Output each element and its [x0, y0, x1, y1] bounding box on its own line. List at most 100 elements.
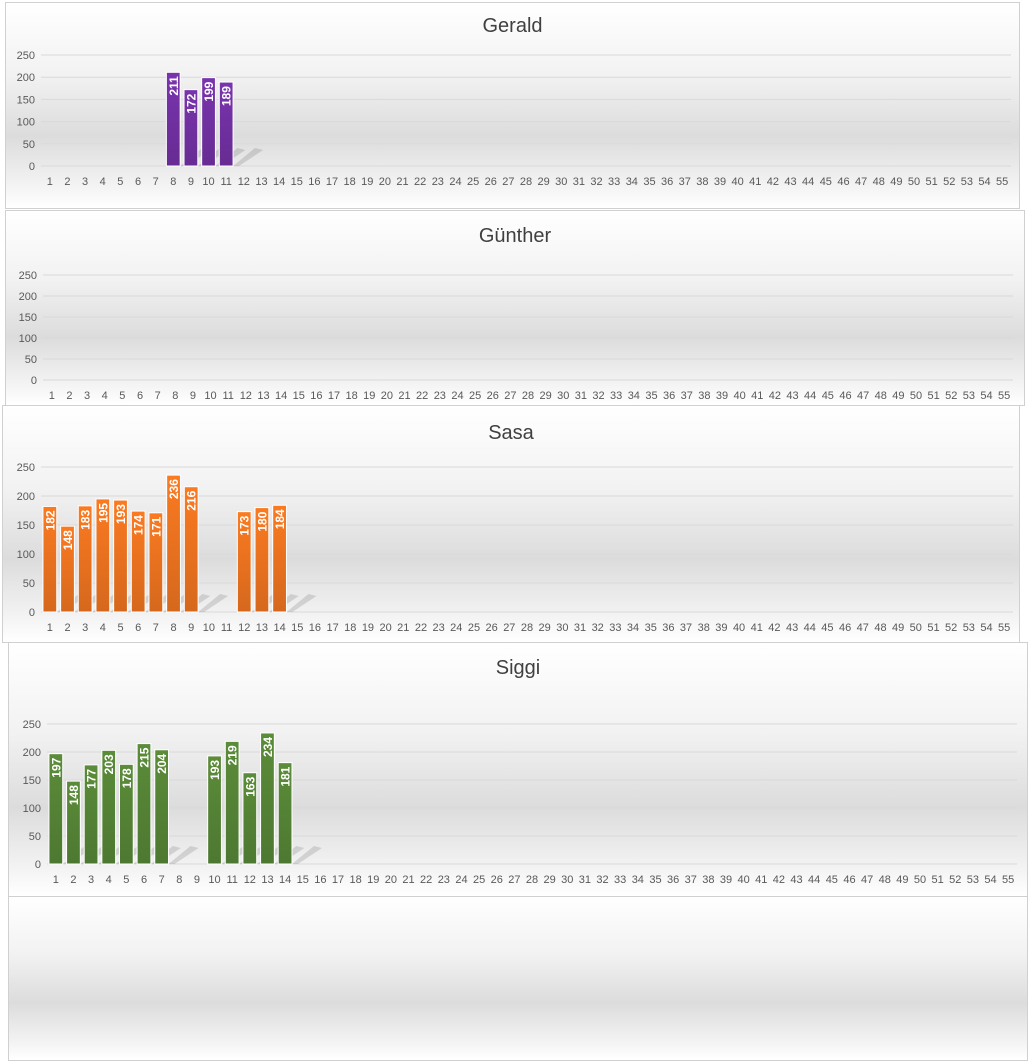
x-tick-label: 19 [361, 176, 373, 188]
data-label: 180 [255, 511, 269, 531]
data-label: 163 [243, 776, 257, 796]
x-tick-label: 7 [155, 390, 161, 402]
x-tick-label: 5 [117, 622, 123, 634]
chart-panel-siggi: Siggi 0 50 100 150 200 250 1 197 2 148 3 177 4 203 5 178… [8, 642, 1028, 897]
bar [201, 77, 216, 167]
bar-shadow [291, 846, 322, 864]
x-tick-label: 11 [222, 390, 233, 402]
x-tick-label: 6 [135, 622, 141, 634]
x-tick-label: 36 [661, 176, 673, 188]
x-tick-label: 55 [996, 176, 1008, 188]
x-tick-label: 14 [279, 874, 291, 886]
data-label: 172 [184, 93, 198, 113]
x-tick-label: 9 [194, 874, 200, 886]
x-tick-label: 52 [945, 390, 957, 402]
x-tick-label: 33 [610, 390, 622, 402]
x-tick-label: 15 [297, 874, 309, 886]
y-tick-label: 200 [19, 291, 37, 303]
y-tick-label: 250 [17, 50, 35, 62]
data-label: 216 [185, 490, 199, 510]
x-tick-label: 42 [767, 176, 779, 188]
x-tick-label: 23 [433, 622, 445, 634]
data-label: 174 [132, 515, 146, 535]
bar [242, 772, 258, 865]
x-tick-label: 38 [698, 390, 710, 402]
data-label: 195 [96, 503, 110, 523]
x-tick-label: 21 [396, 176, 408, 188]
x-tick-label: 53 [961, 176, 973, 188]
x-tick-label: 41 [751, 390, 763, 402]
x-tick-label: 22 [420, 874, 432, 886]
x-tick-label: 49 [896, 874, 908, 886]
x-tick-label: 12 [240, 390, 252, 402]
x-tick-label: 46 [837, 176, 849, 188]
bar [148, 512, 164, 613]
x-tick-label: 19 [367, 874, 379, 886]
data-label: 184 [273, 509, 287, 529]
x-tick-label: 9 [190, 390, 196, 402]
x-tick-label: 52 [949, 874, 961, 886]
x-tick-label: 13 [255, 176, 267, 188]
x-tick-label: 32 [592, 390, 604, 402]
x-tick-label: 54 [984, 874, 996, 886]
data-label: 215 [138, 747, 152, 767]
x-tick-label: 53 [963, 390, 975, 402]
x-tick-label: 13 [257, 390, 269, 402]
x-tick-label: 51 [932, 874, 944, 886]
x-tick-label: 4 [100, 176, 106, 188]
x-tick-label: 11 [221, 622, 232, 634]
x-tick-label: 31 [575, 390, 587, 402]
chart-title: Gerald [482, 15, 543, 37]
data-label: 181 [279, 766, 293, 786]
x-tick-label: 15 [291, 176, 303, 188]
x-tick-label: 5 [119, 390, 125, 402]
x-tick-label: 37 [681, 390, 693, 402]
chart-panel-sasa: Sasa 0 50 100 150 200 250 1 182 2 148 3 183 4 195 5 193 6… [2, 405, 1020, 643]
bar [83, 764, 99, 865]
x-tick-label: 18 [344, 176, 356, 188]
data-label: 199 [202, 81, 216, 101]
x-tick-label: 17 [332, 874, 344, 886]
y-tick-label: 250 [17, 462, 35, 474]
x-tick-label: 40 [732, 176, 744, 188]
x-tick-label: 33 [608, 176, 620, 188]
x-tick-label: 10 [203, 622, 215, 634]
x-tick-label: 20 [385, 874, 397, 886]
y-tick-label: 50 [25, 354, 37, 366]
x-tick-label: 10 [202, 176, 214, 188]
x-tick-label: 10 [204, 390, 216, 402]
x-tick-label: 48 [879, 874, 891, 886]
x-tick-label: 27 [503, 622, 515, 634]
x-tick-label: 14 [273, 622, 285, 634]
x-tick-label: 32 [592, 622, 604, 634]
x-tick-label: 45 [820, 176, 832, 188]
x-tick-label: 7 [159, 874, 165, 886]
bar [183, 486, 199, 613]
x-tick-label: 51 [926, 176, 938, 188]
data-label: 171 [149, 517, 163, 537]
x-tick-label: 43 [790, 874, 802, 886]
bar [218, 81, 234, 167]
x-tick-label: 16 [308, 176, 320, 188]
chart-panel-gerald: Gerald 0 50 100 150 200 250 1 2 3 4 5 6 7 8 211 9 172 10 19… [5, 2, 1020, 209]
x-tick-label: 24 [450, 622, 462, 634]
x-tick-label: 43 [786, 390, 798, 402]
x-tick-label: 9 [188, 176, 194, 188]
x-tick-label: 38 [698, 622, 710, 634]
x-tick-label: 29 [539, 622, 551, 634]
x-tick-label: 3 [88, 874, 94, 886]
x-tick-label: 52 [943, 176, 955, 188]
y-tick-label: 0 [35, 859, 41, 871]
x-tick-label: 53 [963, 622, 975, 634]
x-tick-label: 6 [141, 874, 147, 886]
x-tick-label: 27 [508, 874, 520, 886]
x-tick-label: 47 [861, 874, 873, 886]
x-tick-label: 31 [579, 874, 591, 886]
x-tick-label: 42 [769, 390, 781, 402]
x-tick-label: 29 [538, 176, 550, 188]
x-tick-label: 39 [720, 874, 732, 886]
x-tick-label: 7 [153, 622, 159, 634]
x-tick-label: 39 [715, 622, 727, 634]
x-tick-label: 16 [309, 622, 321, 634]
